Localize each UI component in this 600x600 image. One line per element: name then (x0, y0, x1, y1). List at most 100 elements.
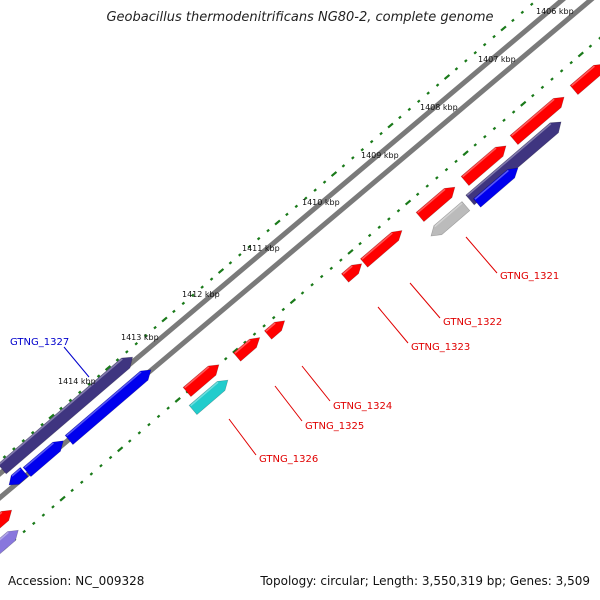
tick-mark (153, 325, 157, 330)
gene-features (0, 64, 600, 555)
tick-mark (387, 217, 391, 221)
gene-gray (430, 201, 471, 237)
tick-mark (30, 430, 35, 435)
tick-mark (285, 212, 289, 217)
kbp-label: 1408 kbp (420, 103, 458, 112)
tick-mark (540, 85, 545, 90)
gene-label-leader (409, 282, 441, 319)
gene-highlight (0, 531, 9, 541)
tick-mark (174, 397, 181, 403)
tick-mark (22, 529, 26, 534)
gene-blue-long (64, 369, 152, 446)
tick-marks (1, 2, 600, 551)
tick-mark (360, 148, 365, 152)
kbp-label: 1406 kbp (536, 7, 574, 16)
gene-gtng-1323 (340, 263, 363, 283)
gene-red (0, 509, 13, 529)
gene-gtng-1325 (182, 364, 220, 398)
gene-navy-right (465, 121, 562, 206)
tick-mark (387, 122, 394, 129)
tick-mark (51, 505, 55, 509)
tick-mark (483, 134, 487, 139)
gene-gtng-1324b (263, 320, 286, 340)
tick-mark (415, 192, 420, 197)
tick-mark (511, 110, 516, 114)
tick-mark (12, 447, 16, 451)
tick-mark (569, 60, 573, 65)
tick-mark (247, 245, 252, 249)
tick-mark (104, 365, 112, 371)
tick-mark (367, 233, 372, 238)
topology-summary: Topology: circular; Length: 3,550,319 bp… (260, 574, 590, 588)
tick-mark (181, 301, 186, 306)
tick-mark (529, 2, 534, 6)
accession-text: Accession: NC_009328 (8, 574, 145, 588)
gene-blue (22, 440, 64, 478)
tick-mark (369, 139, 374, 144)
tick-mark (425, 184, 430, 188)
tick-mark (40, 422, 44, 427)
kbp-label: 1409 kbp (361, 151, 399, 160)
tick-mark (271, 315, 276, 320)
tick-mark (99, 463, 103, 468)
tick-mark (310, 283, 314, 287)
tick-mark (330, 171, 338, 177)
tick-mark (127, 439, 132, 443)
tick-mark (443, 74, 451, 80)
tick-mark (492, 34, 496, 39)
gene-gtng-1321 (415, 186, 456, 223)
gene-label-leader (377, 306, 409, 344)
gene-gtng-1324 (232, 337, 261, 362)
tick-mark (147, 422, 151, 427)
tick-mark (404, 199, 412, 206)
tick-mark (294, 204, 299, 209)
gene-label-leader (63, 346, 90, 378)
tick-mark (79, 480, 84, 484)
tick-mark (341, 164, 346, 168)
gene-highlight (11, 468, 21, 477)
tick-mark (59, 406, 63, 411)
gene-highlight (466, 123, 552, 196)
tick-mark (59, 495, 66, 502)
gene-gtng-1327 (0, 356, 133, 475)
gene-highlight (342, 265, 353, 275)
tick-mark (256, 236, 261, 241)
tick-mark (502, 118, 506, 123)
tick-mark (115, 358, 120, 362)
gene-red-1406 (569, 64, 600, 96)
tick-mark (520, 100, 527, 107)
tick-mark (454, 67, 459, 71)
gene-red-1408 (460, 145, 507, 187)
tick-mark (68, 398, 73, 403)
tick-mark (217, 268, 225, 274)
tick-mark (143, 333, 148, 338)
tick-mark (156, 414, 161, 419)
tick-mark (200, 285, 204, 289)
tick-mark (588, 44, 593, 48)
tick-mark (48, 413, 55, 420)
gene-highlight (571, 65, 595, 87)
tick-mark (137, 431, 142, 435)
tick-mark (550, 77, 554, 81)
gene-highlight (361, 232, 393, 260)
tick-mark (228, 261, 233, 265)
gene-highlight (0, 358, 123, 465)
tick-mark (223, 357, 228, 361)
tick-mark (531, 93, 535, 98)
tick-mark (319, 274, 324, 279)
gene-blue-right (472, 167, 519, 208)
tick-mark (358, 241, 362, 246)
tick-mark (21, 439, 26, 443)
gene-gtng-1322 (359, 230, 403, 268)
gene-label: GTNG_1327 (10, 337, 69, 348)
gene-highlight (24, 442, 55, 469)
kbp-label: 1413 kbp (121, 333, 159, 342)
tick-mark (238, 253, 242, 257)
tick-mark (2, 455, 7, 459)
gene-highlight (184, 366, 210, 389)
tick-mark (281, 307, 286, 312)
tick-mark (209, 277, 214, 281)
tick-mark (190, 293, 195, 297)
